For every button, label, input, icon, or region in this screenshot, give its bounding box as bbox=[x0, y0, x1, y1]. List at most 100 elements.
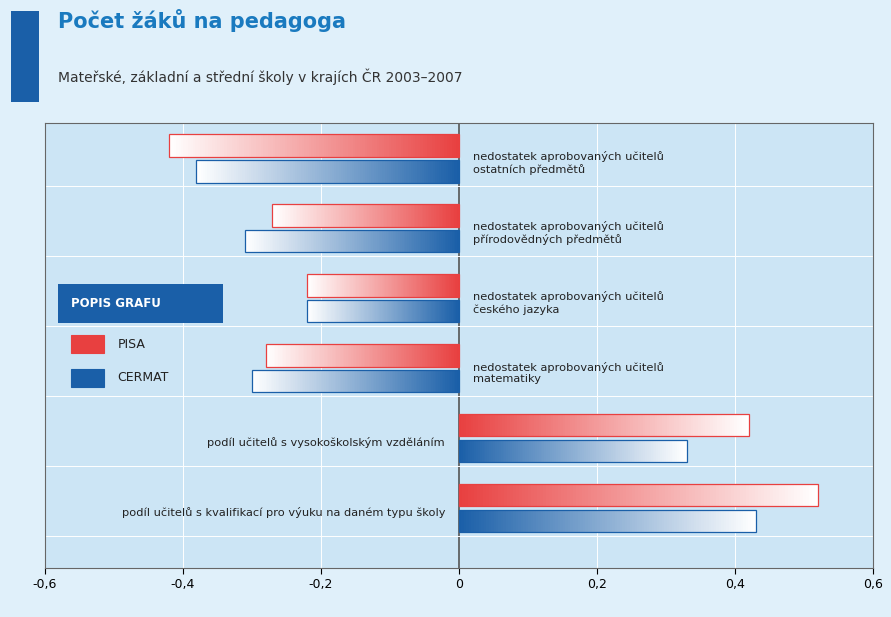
Bar bbox=[323, 204, 325, 226]
Bar bbox=[625, 510, 627, 532]
Bar bbox=[413, 300, 414, 323]
Bar bbox=[402, 300, 403, 323]
Bar bbox=[304, 230, 306, 252]
Bar bbox=[450, 300, 451, 323]
Bar bbox=[453, 274, 454, 297]
Bar bbox=[434, 300, 435, 323]
Bar bbox=[477, 484, 480, 507]
Bar bbox=[308, 160, 310, 183]
Bar bbox=[403, 204, 405, 226]
Bar bbox=[351, 274, 353, 297]
Bar bbox=[336, 135, 338, 157]
Bar bbox=[575, 414, 577, 436]
Bar bbox=[434, 274, 435, 297]
Bar bbox=[791, 484, 794, 507]
Bar bbox=[440, 370, 442, 392]
Bar bbox=[249, 160, 251, 183]
Bar bbox=[585, 510, 587, 532]
Bar bbox=[305, 204, 307, 226]
Bar bbox=[498, 484, 501, 507]
Bar bbox=[424, 370, 426, 392]
Bar bbox=[356, 204, 358, 226]
Bar bbox=[681, 440, 683, 462]
Bar bbox=[420, 300, 421, 323]
Bar bbox=[210, 135, 212, 157]
Bar bbox=[617, 484, 620, 507]
Bar bbox=[429, 344, 431, 366]
Bar bbox=[375, 274, 377, 297]
Bar bbox=[431, 370, 433, 392]
Bar bbox=[292, 204, 294, 226]
Bar bbox=[526, 440, 527, 462]
Bar bbox=[315, 300, 317, 323]
Bar bbox=[602, 510, 605, 532]
Bar bbox=[503, 440, 504, 462]
Bar bbox=[288, 230, 290, 252]
Bar bbox=[650, 510, 652, 532]
Bar bbox=[546, 440, 548, 462]
Bar bbox=[437, 230, 439, 252]
Bar bbox=[388, 160, 391, 183]
Bar bbox=[200, 160, 203, 183]
Bar bbox=[512, 484, 516, 507]
Bar bbox=[318, 274, 320, 297]
Bar bbox=[662, 440, 664, 462]
Bar bbox=[699, 414, 700, 436]
Bar bbox=[322, 344, 323, 366]
Bar bbox=[469, 440, 470, 462]
Bar bbox=[490, 414, 493, 436]
Bar bbox=[376, 370, 378, 392]
Bar bbox=[307, 274, 308, 297]
Bar bbox=[416, 230, 418, 252]
Bar bbox=[312, 135, 314, 157]
Bar bbox=[398, 370, 400, 392]
Bar bbox=[339, 344, 341, 366]
Bar bbox=[440, 300, 441, 323]
Bar bbox=[241, 135, 244, 157]
Bar bbox=[198, 135, 200, 157]
Bar bbox=[323, 160, 325, 183]
Bar bbox=[333, 204, 335, 226]
Bar bbox=[329, 344, 330, 366]
Bar bbox=[398, 300, 399, 323]
Bar bbox=[236, 160, 238, 183]
Bar bbox=[282, 370, 284, 392]
Bar bbox=[382, 160, 385, 183]
Bar bbox=[428, 135, 429, 157]
Bar bbox=[395, 344, 396, 366]
Bar bbox=[407, 230, 409, 252]
Bar bbox=[383, 274, 384, 297]
Text: Počet žáků na pedagoga: Počet žáků na pedagoga bbox=[58, 9, 346, 32]
Bar bbox=[369, 160, 372, 183]
Bar bbox=[274, 344, 275, 366]
Bar bbox=[483, 414, 486, 436]
Bar bbox=[395, 370, 396, 392]
Bar bbox=[383, 204, 384, 226]
Bar bbox=[452, 370, 454, 392]
Bar bbox=[496, 510, 498, 532]
Bar bbox=[419, 274, 420, 297]
Bar bbox=[319, 370, 321, 392]
Bar bbox=[671, 484, 674, 507]
Bar bbox=[439, 230, 441, 252]
Bar bbox=[430, 160, 433, 183]
Bar bbox=[753, 510, 756, 532]
Bar bbox=[800, 484, 803, 507]
Bar bbox=[276, 370, 278, 392]
Bar bbox=[261, 135, 263, 157]
Bar bbox=[527, 484, 531, 507]
Bar bbox=[389, 204, 390, 226]
Bar bbox=[669, 510, 672, 532]
Bar bbox=[351, 344, 353, 366]
Bar bbox=[341, 344, 343, 366]
Bar bbox=[347, 230, 348, 252]
Bar bbox=[543, 440, 544, 462]
Bar bbox=[364, 344, 365, 366]
Bar bbox=[368, 274, 369, 297]
Bar bbox=[761, 484, 764, 507]
Bar bbox=[450, 204, 451, 226]
Text: nedostatek aprobovaných učitelů
matematiky: nedostatek aprobovaných učitelů matemati… bbox=[473, 362, 664, 384]
Bar bbox=[372, 274, 374, 297]
Bar bbox=[364, 160, 367, 183]
Bar bbox=[448, 160, 450, 183]
